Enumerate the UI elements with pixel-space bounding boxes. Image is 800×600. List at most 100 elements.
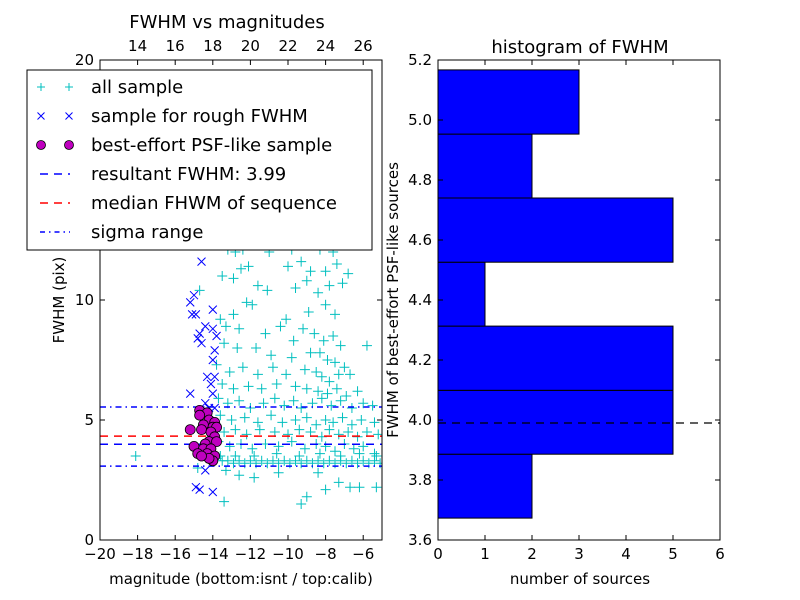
all-sample-point	[130, 451, 141, 461]
all-sample-point	[256, 383, 267, 394]
all-sample-point	[262, 285, 273, 296]
legend-circle-marker	[36, 140, 46, 150]
legend-entry: sample for rough FWHM	[37, 106, 308, 127]
all-sample-point	[262, 458, 273, 469]
all-sample-point	[301, 275, 312, 286]
psf-like-sample-point	[196, 424, 207, 436]
histogram-bar	[437, 325, 674, 391]
all-sample-point	[371, 451, 382, 461]
all-sample-point	[333, 477, 344, 488]
legend-x-marker	[65, 112, 73, 120]
rough-sample-point	[197, 257, 206, 266]
all-sample-point	[352, 386, 363, 397]
all-sample-point	[320, 441, 331, 452]
rough-sample-point	[195, 485, 204, 494]
all-sample-point	[316, 393, 327, 404]
all-sample-point	[267, 362, 278, 373]
all-sample-point	[290, 283, 301, 293]
all-sample-point	[296, 256, 307, 267]
all-sample-point	[267, 455, 278, 466]
legend-label: sigma range	[91, 222, 203, 243]
y-tick-label: 5	[84, 411, 94, 429]
all-sample-point	[217, 379, 228, 389]
all-sample-point	[324, 424, 335, 435]
all-sample-point	[296, 499, 307, 509]
x-tick-label: −12	[235, 545, 267, 563]
all-sample-point	[230, 451, 241, 461]
all-sample-point	[279, 400, 290, 411]
all-sample-point	[298, 323, 309, 334]
all-sample-point	[316, 371, 327, 382]
all-sample-point	[324, 376, 335, 387]
x-tick-label: −14	[197, 545, 229, 563]
top-tick-label: 26	[354, 37, 373, 55]
y-tick-label: 3.6	[408, 531, 432, 549]
all-sample-point	[294, 424, 305, 435]
all-sample-point	[369, 455, 380, 466]
all-sample-point	[320, 299, 331, 310]
all-sample-point	[283, 261, 293, 272]
all-sample-point	[230, 424, 241, 435]
all-sample-point	[224, 367, 235, 377]
all-sample-point	[331, 259, 342, 269]
all-sample-point	[228, 309, 239, 320]
all-sample-point	[288, 335, 299, 346]
scatter-y-ticks: 0 5 10 20	[75, 51, 382, 549]
all-sample-point	[252, 280, 263, 291]
rough-sample-point	[210, 372, 220, 382]
scatter-x-label: magnitude (bottom:isnt / top:calib)	[109, 570, 373, 588]
rough-sample-point	[208, 355, 218, 365]
all-sample-point	[219, 338, 230, 349]
y-tick-label: 4.6	[408, 231, 432, 249]
all-sample-point	[328, 417, 339, 428]
top-tick-label: 22	[278, 37, 297, 55]
all-sample-point	[228, 458, 239, 469]
legend-plus-marker	[65, 83, 73, 91]
all-sample-point	[354, 482, 365, 493]
all-sample-point	[226, 415, 237, 425]
all-sample-point	[299, 443, 310, 454]
all-sample-point	[271, 379, 282, 389]
histogram-bar	[437, 261, 486, 327]
all-sample-point	[341, 458, 352, 469]
all-sample-point	[219, 496, 230, 507]
y-tick-label: 20	[75, 51, 94, 69]
rough-sample-point	[212, 331, 221, 341]
all-sample-point	[330, 309, 340, 320]
all-sample-point	[346, 455, 357, 466]
all-sample-point	[234, 323, 245, 334]
all-sample-point	[352, 458, 363, 469]
all-sample-point	[305, 266, 316, 277]
legend-box	[26, 69, 373, 251]
all-sample-point	[220, 321, 231, 332]
all-sample-point	[243, 261, 254, 272]
legend-label: sample for rough FWHM	[91, 106, 308, 127]
x-tick-label: −20	[84, 545, 116, 563]
all-sample-point	[309, 328, 320, 339]
all-sample-point	[215, 410, 226, 421]
rough-sample-point	[208, 324, 218, 334]
legend-entry: best-effort PSF-like sample	[36, 135, 332, 156]
histogram-bar	[437, 133, 533, 199]
all-sample-point	[354, 448, 365, 459]
histogram-plot: 0 1 2 3 4 5 6 3.6 3.8 4.0 4.2 4.4 4.6 4.8 5.0 5.2 hist…	[384, 37, 725, 588]
all-sample-point	[345, 482, 356, 493]
all-sample-point	[328, 331, 339, 341]
y-tick-label: 5.2	[408, 51, 432, 69]
all-sample-point	[290, 415, 301, 425]
all-sample-point	[213, 393, 224, 404]
histogram-bar	[437, 389, 674, 455]
all-sample-point	[296, 458, 307, 469]
histogram-bar	[437, 197, 674, 263]
psf-like-sample-point	[194, 409, 206, 421]
all-sample-point	[337, 278, 348, 289]
top-tick-label: 14	[128, 37, 147, 55]
rough-sample-point	[200, 466, 210, 475]
y-tick-label: 0	[84, 531, 94, 549]
histogram-y-ticks: 3.6 3.8 4.0 4.2 4.4 4.6 4.8 5.0 5.2	[408, 51, 720, 549]
all-sample-point	[254, 424, 265, 435]
legend-plus-marker	[37, 83, 45, 91]
all-sample-point	[305, 347, 316, 358]
all-sample-point	[271, 448, 282, 459]
psf-like-sample-point	[211, 436, 222, 448]
